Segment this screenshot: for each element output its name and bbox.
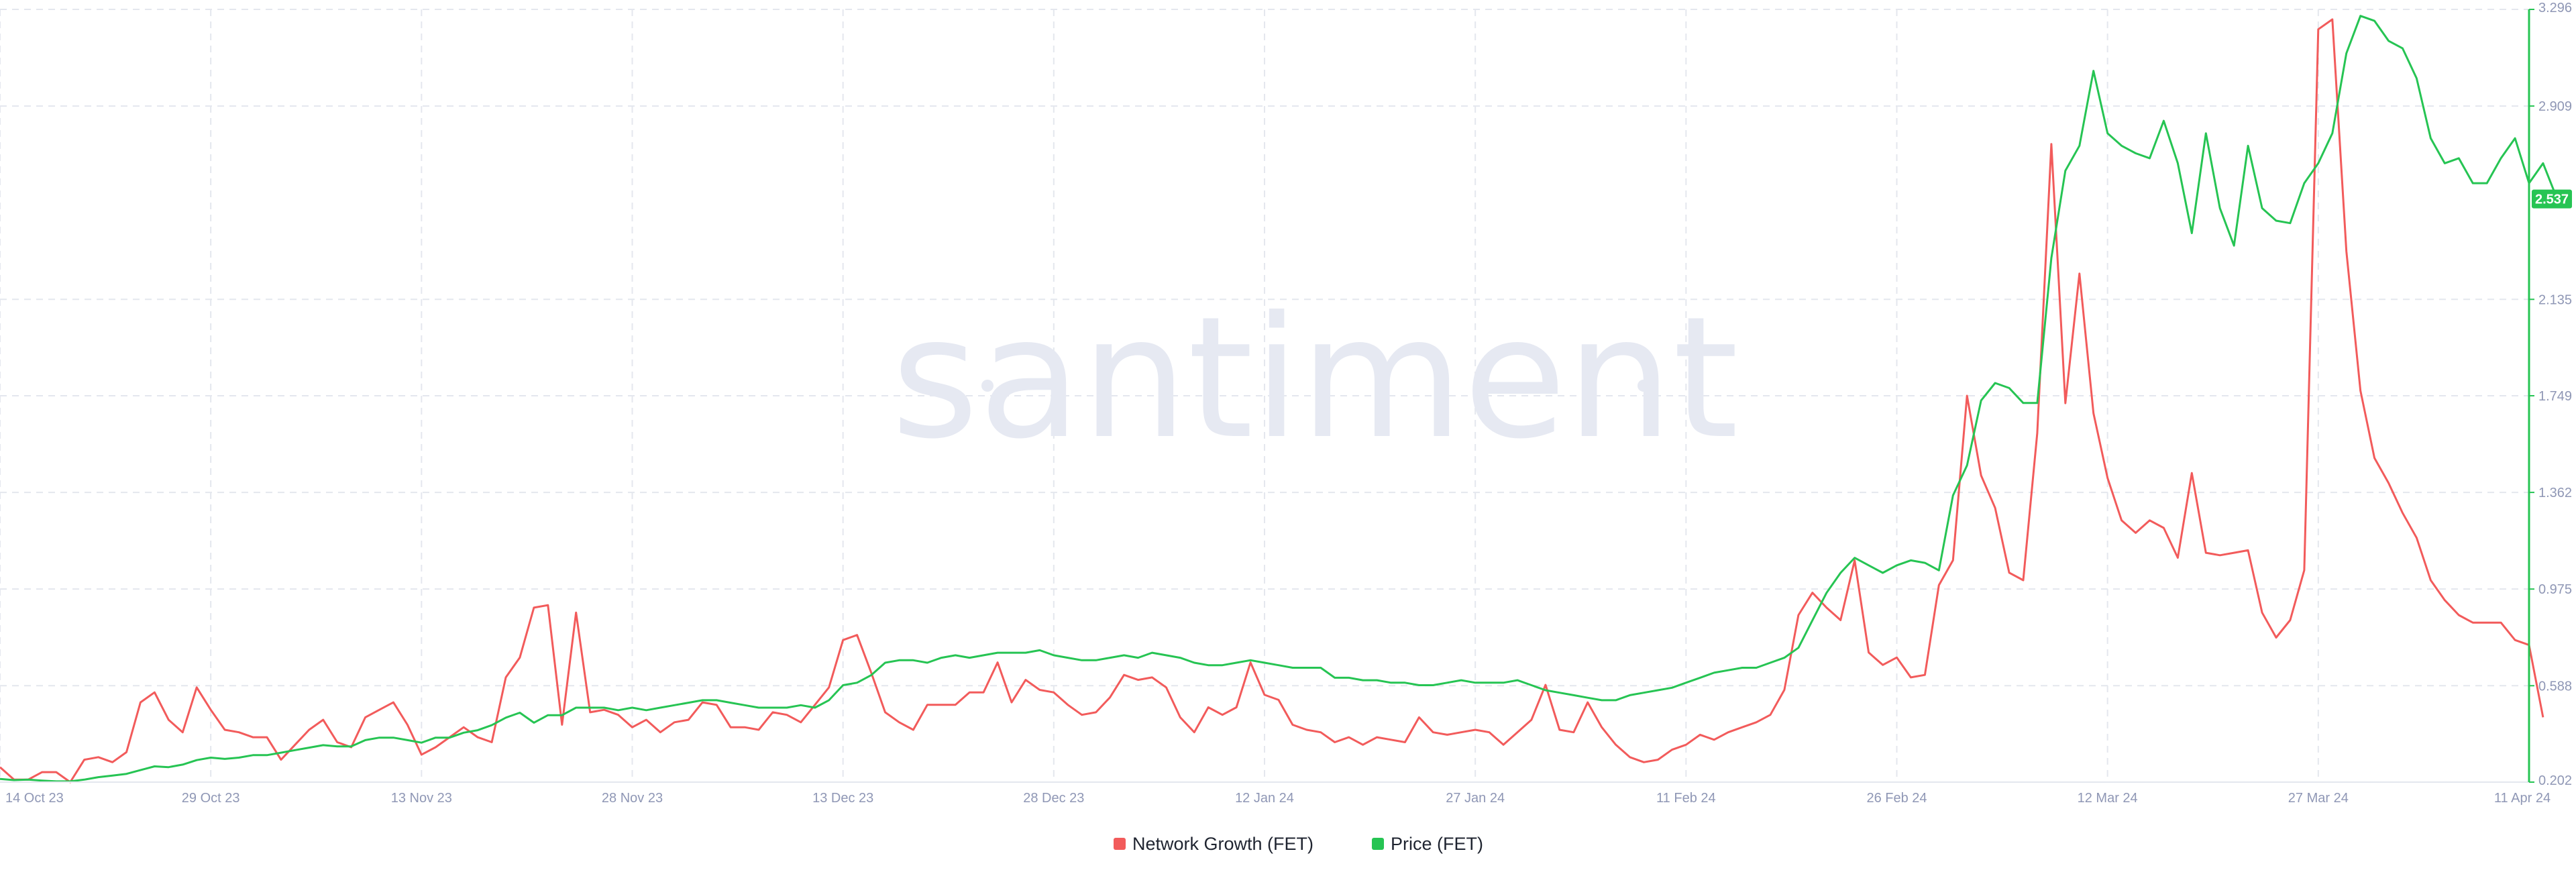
x-tick-label: 13 Nov 23 xyxy=(391,791,452,806)
y-tick-label: 2.909 xyxy=(2538,99,2572,114)
legend[interactable]: Network Growth (FET) Price (FET) xyxy=(1114,834,1483,854)
current-price-badge-label: 2.537 xyxy=(2535,193,2569,207)
legend-item-0[interactable]: Network Growth (FET) xyxy=(1114,834,1313,854)
x-tick-label: 28 Dec 23 xyxy=(1023,791,1084,806)
x-tick-label: 28 Nov 23 xyxy=(602,791,663,806)
y-tick-label: 2.135 xyxy=(2538,292,2572,307)
y-tick-label: 0.975 xyxy=(2538,582,2572,597)
x-tick-label: 11 Feb 24 xyxy=(1656,791,1716,806)
x-tick-label: 12 Jan 24 xyxy=(1235,791,1294,806)
legend-swatch xyxy=(1114,838,1126,850)
x-tick-label: 12 Mar 24 xyxy=(2078,791,2138,806)
x-tick-label: 14 Oct 23 xyxy=(5,791,64,806)
y-tick-label: 0.588 xyxy=(2538,679,2572,694)
santiment-watermark: santiment xyxy=(891,280,1738,476)
series-price-line xyxy=(0,15,2559,783)
x-tick-label: 26 Feb 24 xyxy=(1866,791,1927,806)
x-axis: 14 Oct 23 29 Oct 23 13 Nov 23 28 Nov 23 13 D… xyxy=(0,781,2551,806)
series-network-growth-line xyxy=(0,18,2544,783)
y-axis: 0.202 0.588 0.975 1.362 1.749 2.135 2.909 3.296… xyxy=(2528,1,2572,788)
x-tick-label: 13 Dec 23 xyxy=(812,791,873,806)
x-tick-label: 29 Oct 23 xyxy=(182,791,240,806)
y-tick-label: 1.362 xyxy=(2538,486,2572,500)
watermark-dot-left xyxy=(981,380,994,392)
legend-swatch xyxy=(1372,838,1384,850)
y-tick-label: 0.202 xyxy=(2538,773,2572,788)
x-tick-label: 27 Mar 24 xyxy=(2288,791,2349,806)
x-tick-label: 11 Apr 24 xyxy=(2494,791,2551,806)
legend-item-1[interactable]: Price (FET) xyxy=(1372,834,1483,854)
y-tick-label: 3.296 xyxy=(2538,1,2572,15)
y-tick-label: 1.749 xyxy=(2538,389,2572,404)
legend-label: Network Growth (FET) xyxy=(1132,834,1313,854)
x-tick-label: 27 Jan 24 xyxy=(1446,791,1505,806)
legend-label: Price (FET) xyxy=(1391,834,1483,854)
watermark-dot-right xyxy=(1638,380,1650,392)
current-price-badge xyxy=(2532,189,2572,209)
series-layer xyxy=(0,15,2559,783)
